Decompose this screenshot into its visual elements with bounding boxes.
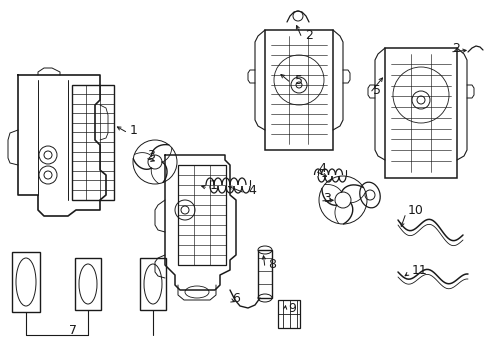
Text: 7: 7 xyxy=(69,324,77,337)
Text: 10: 10 xyxy=(407,203,423,216)
Text: 1: 1 xyxy=(130,123,138,136)
Text: 2: 2 xyxy=(451,41,459,54)
Bar xyxy=(75,258,101,310)
Bar xyxy=(72,85,114,200)
Text: 3: 3 xyxy=(147,149,155,162)
Bar xyxy=(178,165,225,265)
Text: 11: 11 xyxy=(411,264,427,276)
Text: 5: 5 xyxy=(372,84,380,96)
Text: 4: 4 xyxy=(247,184,255,197)
Text: 3: 3 xyxy=(323,192,330,204)
Bar xyxy=(384,48,456,178)
Text: 5: 5 xyxy=(294,73,303,86)
Text: 2: 2 xyxy=(305,28,312,41)
Text: 4: 4 xyxy=(317,162,325,175)
Text: 1: 1 xyxy=(209,179,218,192)
Bar xyxy=(264,30,332,150)
Text: 9: 9 xyxy=(287,302,295,315)
Bar xyxy=(12,252,40,312)
Bar xyxy=(258,250,271,298)
Text: 6: 6 xyxy=(231,292,240,305)
Bar xyxy=(140,258,165,310)
Bar xyxy=(278,300,299,328)
Text: 8: 8 xyxy=(267,258,275,271)
